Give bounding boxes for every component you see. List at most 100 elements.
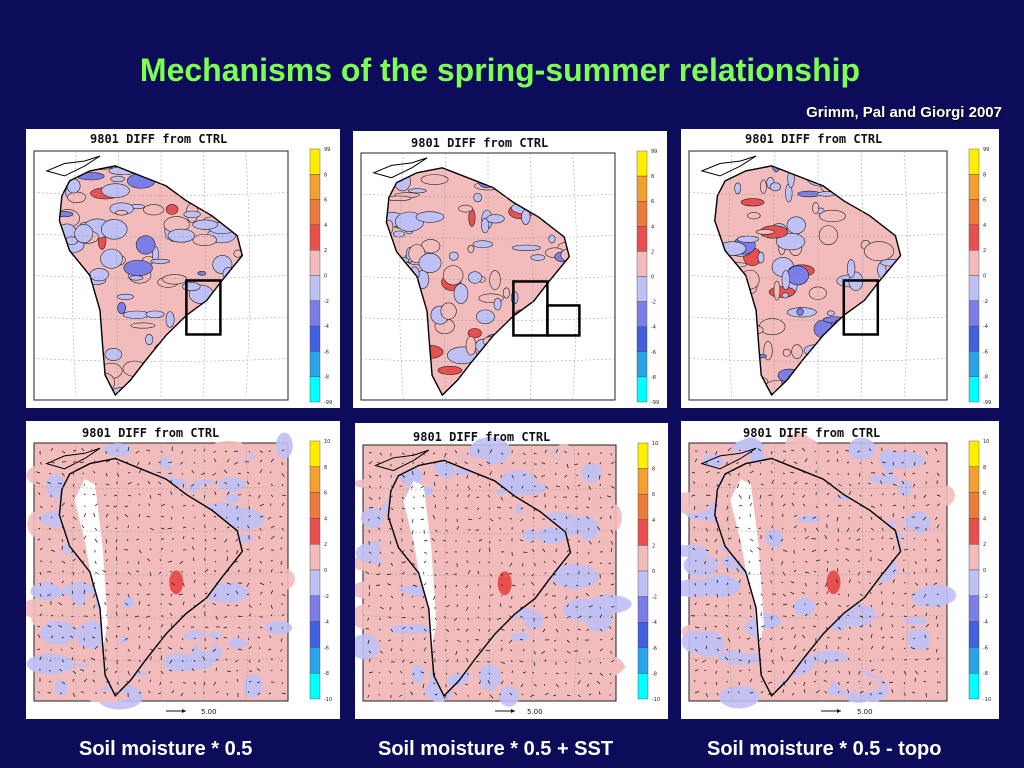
colorbar-swatch [637, 621, 649, 648]
colorbar-tick-label: -6 [324, 349, 329, 355]
map-figure: 99 8 6 4 2 0 -2 -4 -6 -8 -99 [360, 149, 659, 406]
colorbar-tick-label: -99 [324, 400, 332, 406]
colorbar-tick-label: 0 [983, 274, 986, 280]
colorbar-tick-label: 4 [983, 516, 986, 522]
colorbar-tick-label: -2 [324, 299, 329, 305]
caption-soil-moisture-sst: Soil moisture * 0.5 + SST [378, 738, 614, 760]
colorbar-tick-label: 6 [324, 491, 327, 497]
colorbar-swatch [968, 199, 980, 226]
colorbar-swatch [637, 596, 649, 623]
coastline [385, 167, 571, 397]
colorbar-tick-label: -4 [983, 324, 988, 330]
colorbar-swatch [968, 376, 980, 403]
colorbar-swatch [968, 621, 980, 648]
colorbar-swatch [309, 199, 321, 226]
colorbar-swatch [309, 224, 321, 251]
coastline [714, 457, 902, 697]
graticule [360, 152, 616, 401]
colorbar-tick-label: -10 [983, 697, 991, 703]
colorbar-tick-label: 4 [983, 223, 986, 229]
colorbar-tick-label: -8 [324, 671, 329, 677]
colorbar-swatch [968, 466, 980, 493]
colorbar-tick-label: 0 [652, 569, 655, 575]
graticule [688, 150, 948, 401]
colorbar-tick-label: 0 [324, 568, 327, 574]
colorbar-tick-label: 10 [983, 439, 989, 445]
colorbar-tick-label: 2 [983, 248, 986, 254]
colorbar: 10 8 6 4 2 0 -2 -4 -6 -8 -10 [637, 441, 660, 703]
colorbar-swatch [968, 351, 980, 377]
colorbar-tick-label: 99 [651, 149, 657, 155]
map-panel-3: 99 8 6 4 2 0 -2 -4 -6 -8 -99 9801 DIFF from CTRL [681, 129, 999, 408]
colorbar-tick-label: 99 [324, 147, 330, 153]
colorbar-swatch [636, 251, 648, 277]
colorbar: 99 8 6 4 2 0 -2 -4 -6 -8 -99 [968, 147, 991, 406]
colorbar: 99 8 6 4 2 0 -2 -4 -6 -8 -99 [309, 147, 332, 406]
colorbar-tick-label: -8 [651, 375, 656, 381]
colorbar-swatch [637, 519, 649, 546]
colorbar-tick-label: 0 [651, 275, 654, 281]
study-region-box [546, 304, 581, 337]
coastline [714, 165, 902, 397]
colorbar-swatch [637, 647, 649, 674]
map-panel-2: 99 8 6 4 2 0 -2 -4 -6 -8 -99 9801 DIFF from CTRL [353, 131, 667, 408]
colorbar-swatch [968, 249, 980, 276]
panel-title: 9801 DIFF from CTRL [411, 136, 549, 150]
colorbar-tick-label: 6 [983, 198, 986, 204]
colorbar-tick-label: -99 [651, 400, 659, 406]
map-figure: 10 8 6 4 2 0 -2 -4 -6 -8 -10 [681, 433, 991, 713]
colorbar-swatch [309, 518, 321, 545]
colorbar-swatch [636, 326, 648, 352]
colorbar-tick-label: -4 [324, 324, 329, 330]
colorbar-tick-label: 6 [652, 492, 655, 498]
slide-title: Mechanisms of the spring-summer relation… [139, 52, 861, 88]
colorbar-swatch [309, 543, 321, 571]
colorbar-tick-label: 8 [324, 172, 327, 178]
map-panel-1: 99 8 6 4 2 0 -2 -4 -6 -8 -99 9801 DIFF from CTRL [26, 129, 340, 408]
colorbar-swatch [309, 325, 321, 352]
colorbar-tick-label: 8 [651, 174, 654, 180]
colorbar-tick-label: 2 [983, 542, 986, 548]
slide-credit: Grimm, Pal and Giorgi 2007 [806, 104, 1002, 121]
colorbar-swatch [636, 226, 648, 252]
colorbar-swatch [309, 621, 321, 648]
map-figure: 10 8 6 4 2 0 -2 -4 -6 -8 -10 [355, 436, 660, 713]
colorbar-tick-label: 0 [983, 568, 986, 574]
caption-soil-moisture: Soil moisture * 0.5 [79, 738, 253, 760]
colorbar-swatch [637, 673, 649, 700]
coastline [374, 449, 430, 472]
map-figure: 99 8 6 4 2 0 -2 -4 -6 -8 -99 [33, 147, 332, 406]
colorbar-swatch [309, 492, 321, 519]
panel-title: 9801 DIFF from CTRL [413, 430, 551, 444]
coastline [372, 157, 428, 179]
colorbar-tick-label: -10 [652, 697, 660, 703]
study-region-box [842, 279, 880, 336]
colorbar-tick-label: 4 [652, 518, 655, 524]
colorbar-swatch [968, 595, 980, 622]
colorbar-tick-label: -2 [651, 300, 656, 306]
colorbar-swatch [968, 325, 980, 352]
colorbar-tick-label: -4 [651, 325, 656, 331]
colorbar-swatch [309, 300, 321, 327]
map-panel-6: 10 8 6 4 2 0 -2 -4 -6 -8 -10 9801 DIFF from CTRL 5… [681, 421, 999, 719]
colorbar-tick-label: 8 [983, 465, 986, 471]
colorbar-tick-label: -2 [983, 594, 988, 600]
wind-vectors [365, 448, 615, 700]
colorbar-swatch [637, 570, 649, 597]
colorbar-swatch [968, 440, 980, 467]
colorbar-tick-label: -8 [324, 375, 329, 381]
panel-title: 9801 DIFF from CTRL [90, 132, 228, 146]
colorbar-tick-label: 2 [652, 543, 655, 549]
panel-title: 9801 DIFF from CTRL [82, 426, 220, 440]
vector-scale-label: 5.00 [857, 708, 873, 716]
map-figure: 10 8 6 4 2 0 -2 -4 -6 -8 -10 [26, 432, 332, 713]
caption-soil-moisture-topo: Soil moisture * 0.5 - topo [707, 738, 942, 760]
colorbar-tick-label: -6 [651, 350, 656, 356]
colorbar-swatch [968, 275, 980, 301]
colorbar: 10 8 6 4 2 0 -2 -4 -6 -8 -10 [309, 439, 332, 703]
colorbar-swatch [968, 148, 980, 175]
colorbar-swatch [637, 493, 649, 520]
wind-vectors [35, 446, 287, 698]
vector-scale-label: 5.00 [201, 708, 217, 716]
